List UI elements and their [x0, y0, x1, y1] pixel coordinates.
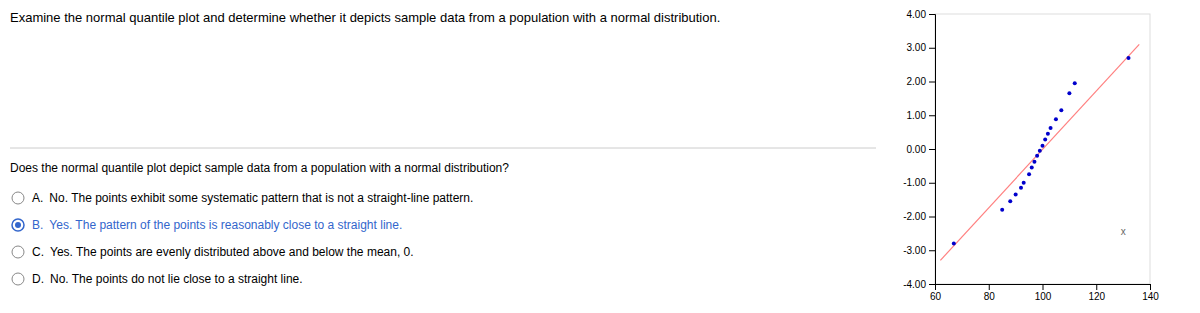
point	[1027, 172, 1031, 176]
x-tick: 80	[984, 284, 996, 302]
option-label[interactable]: A.	[32, 191, 43, 205]
x-tick-mark	[989, 284, 990, 290]
option[interactable]: D. No. The points do not lie close to a s…	[12, 272, 303, 286]
x-tick-mark	[1043, 284, 1044, 290]
option-body[interactable]: No. The points do not lie close to a str…	[50, 272, 303, 286]
y-tick-label: 0.00	[907, 144, 927, 155]
point	[1046, 132, 1050, 136]
point	[1030, 166, 1034, 170]
option-label[interactable]: D.	[32, 272, 44, 286]
option[interactable]: C. Yes. The points are evenly distributed…	[12, 245, 414, 259]
y-tick-mark	[929, 217, 935, 218]
point	[952, 242, 956, 246]
y-tick-mark	[929, 183, 935, 184]
point	[1035, 154, 1039, 158]
marks	[940, 44, 1139, 260]
radio-dot[interactable]	[15, 222, 21, 228]
point	[1043, 138, 1047, 142]
y-tick-mark	[929, 48, 935, 49]
x-axis-line	[936, 285, 1151, 291]
x-tick-label: 60	[930, 291, 942, 302]
separator	[10, 148, 876, 149]
x-tick-label: 80	[984, 291, 996, 302]
point	[1038, 149, 1042, 153]
radio-button[interactable]	[12, 273, 24, 285]
y-tick: 4.00	[907, 9, 935, 20]
point	[1019, 186, 1023, 190]
x-tick: 60	[930, 284, 942, 302]
y-tick-label: 2.00	[907, 76, 927, 87]
title: Examine the normal quantile plot and det…	[10, 10, 720, 25]
point	[1008, 199, 1012, 203]
plot: 60 80 100 120 140 -4.00 -3.00 -2.00 -1.00 0.00 1.0…	[903, 9, 1159, 302]
y-tick: -1.00	[903, 177, 935, 188]
point	[1032, 160, 1036, 164]
radio-button[interactable]	[12, 219, 24, 231]
y-tick-mark	[929, 82, 935, 83]
y-tick-label: 4.00	[907, 9, 927, 20]
point	[1000, 208, 1004, 212]
option[interactable]: A. No. The points exhibit some systematic…	[12, 191, 473, 205]
y-tick-label: -3.00	[903, 245, 926, 256]
option-text[interactable]: A. No. The points exhibit some systematic…	[32, 191, 473, 205]
option-body[interactable]: Yes. The points are evenly distributed a…	[50, 245, 414, 259]
option-label[interactable]: C.	[32, 245, 44, 259]
question: Does the normal quantile plot depict sam…	[10, 161, 509, 175]
x-tick-mark	[1096, 284, 1097, 290]
point	[1059, 108, 1063, 112]
option[interactable]: B. Yes. The pattern of the points is reas…	[12, 218, 402, 232]
y-tick: 0.00	[907, 144, 935, 155]
annotation: x	[1121, 226, 1126, 237]
reference-line	[940, 44, 1139, 260]
point	[1041, 144, 1045, 148]
points	[952, 56, 1131, 246]
point	[1049, 126, 1053, 130]
option-text[interactable]: B. Yes. The pattern of the points is reas…	[32, 218, 402, 232]
y-tick-mark	[929, 115, 935, 116]
y-tick-label: -2.00	[903, 211, 926, 222]
y-tick: 1.00	[907, 110, 935, 121]
x-tick-mark	[1150, 284, 1151, 290]
x-axis: 60 80 100 120 140	[930, 284, 1159, 302]
plot-area	[935, 14, 1150, 284]
x-tick: 140	[1142, 284, 1159, 302]
option-body[interactable]: No. The points exhibit some systematic p…	[49, 191, 473, 205]
y-tick-mark	[929, 250, 935, 251]
page: Examine the normal quantile plot and det…	[0, 0, 1200, 313]
x-tick: 120	[1088, 284, 1105, 302]
option-body[interactable]: Yes. The pattern of the points is reason…	[49, 218, 402, 232]
radio-button[interactable]	[12, 192, 24, 204]
y-tick: -2.00	[903, 211, 935, 222]
y-tick-label: 1.00	[907, 110, 927, 121]
y-tick-label: -4.00	[903, 279, 926, 290]
y-tick-mark	[929, 149, 935, 150]
y-axis-line	[929, 15, 936, 285]
y-tick-label: -1.00	[903, 177, 926, 188]
x-tick-label: 140	[1142, 291, 1159, 302]
point	[1073, 81, 1077, 85]
point	[1022, 181, 1026, 185]
option-text[interactable]: C. Yes. The points are evenly distributed…	[32, 245, 414, 259]
y-tick-label: 3.00	[907, 42, 927, 53]
y-tick-mark	[929, 14, 935, 15]
x-tick-label: 100	[1035, 291, 1052, 302]
point	[1067, 91, 1071, 95]
option-text[interactable]: D. No. The points do not lie close to a s…	[32, 272, 303, 286]
option-label[interactable]: B.	[32, 218, 43, 232]
y-tick: -4.00	[903, 279, 935, 290]
x-tick: 100	[1035, 284, 1052, 302]
point	[1127, 56, 1131, 60]
y-tick: 3.00	[907, 42, 935, 53]
y-tick-mark	[929, 284, 935, 285]
x-tick-label: 120	[1088, 291, 1105, 302]
radio-button[interactable]	[12, 246, 24, 258]
y-axis: -4.00 -3.00 -2.00 -1.00 0.00 1.00 2.00 3.00 4.00	[903, 9, 935, 290]
point	[1014, 193, 1018, 197]
y-tick: 2.00	[907, 76, 935, 87]
point	[1054, 117, 1058, 121]
y-tick: -3.00	[903, 245, 935, 256]
